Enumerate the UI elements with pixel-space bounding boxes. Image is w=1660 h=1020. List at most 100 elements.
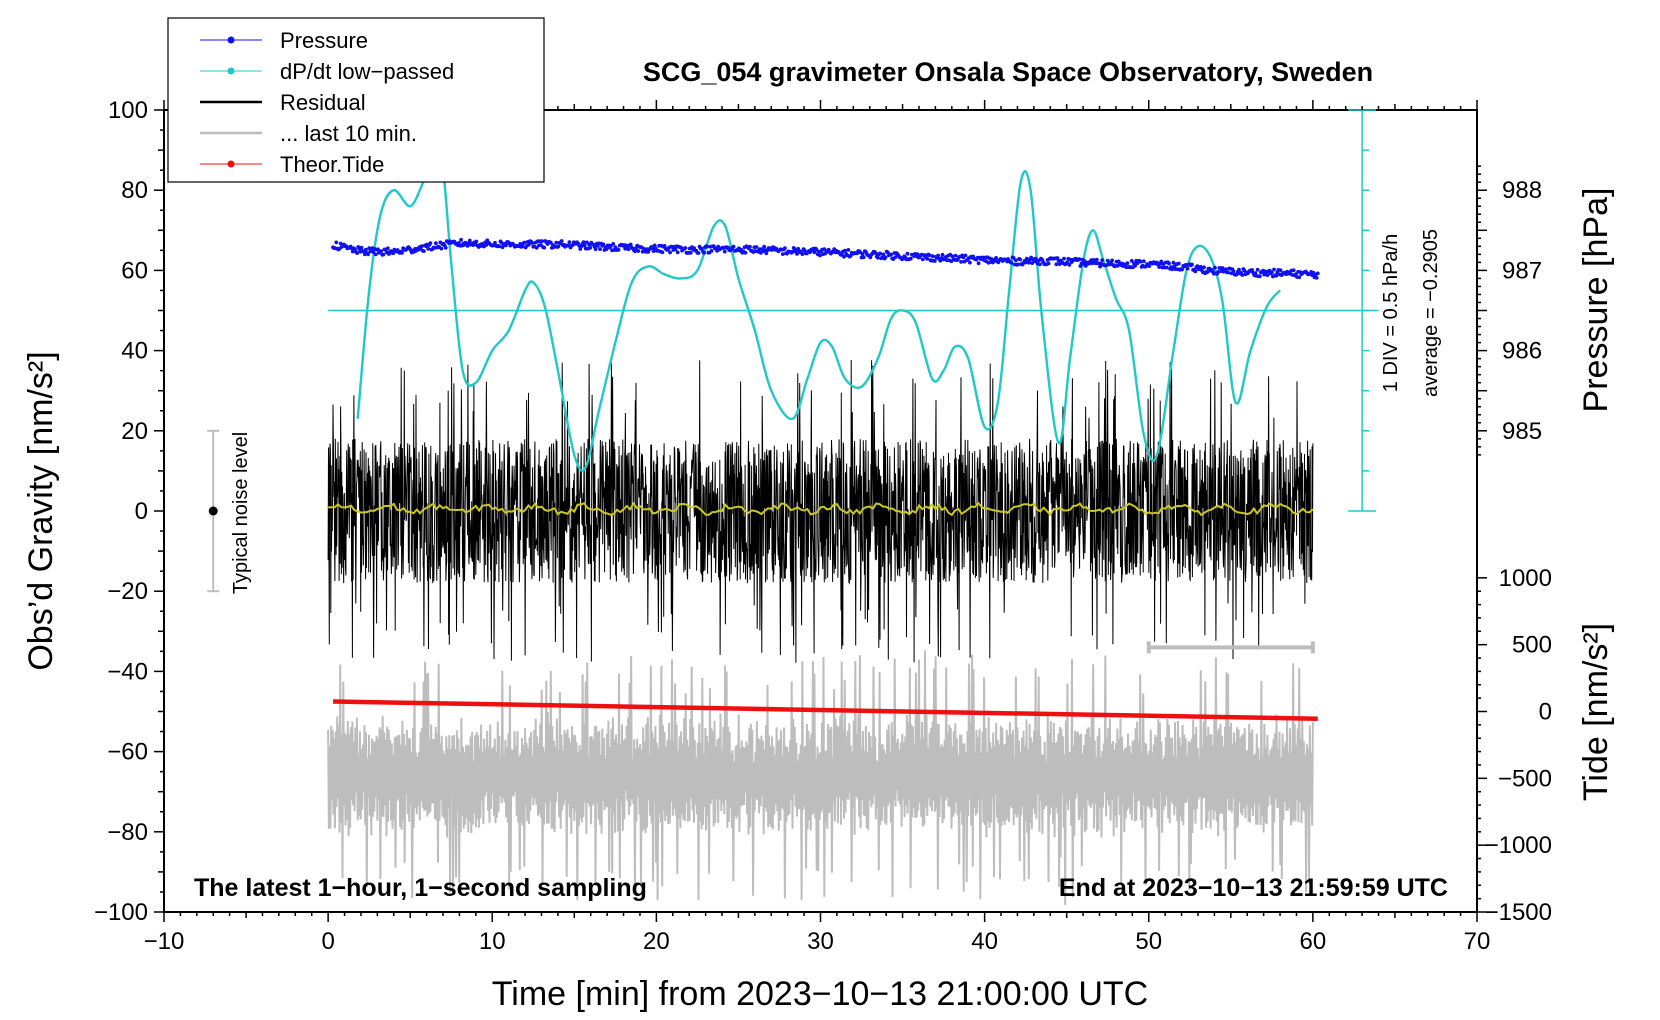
noise-level-bar <box>207 429 220 593</box>
pressure-point <box>1240 273 1245 277</box>
legend-swatch-marker <box>227 160 235 168</box>
pressure-tick-label: 986 <box>1502 338 1542 365</box>
pressure-point <box>1269 270 1274 275</box>
pressure-point <box>443 245 448 250</box>
pressure-point <box>963 253 968 258</box>
pressure-point <box>1133 264 1137 268</box>
pressure-point <box>1231 269 1236 273</box>
pressure-point <box>527 242 531 247</box>
pressure-point <box>1224 267 1228 272</box>
pressure-point <box>1198 264 1203 269</box>
pressure-point <box>581 240 586 245</box>
annotation-end-time: End at 2023−10−13 21:59:59 UTC <box>1059 874 1448 902</box>
pressure-point <box>876 255 880 260</box>
pressure-point <box>604 247 609 252</box>
legend-entry: Residual <box>200 90 366 115</box>
legend-box <box>167 17 545 183</box>
pressure-point <box>1164 265 1169 270</box>
axes-layer: −10 0 10 20 30 40 50 60 70100806040200−20−40−60−… <box>94 97 1552 955</box>
pressure-point <box>1094 257 1099 262</box>
pressure-point <box>1110 258 1114 263</box>
pressure-point <box>800 252 805 256</box>
pressure-point <box>842 254 846 259</box>
pressure-point <box>722 249 727 254</box>
legend-label: dP/dt low−passed <box>280 59 454 84</box>
pressure-point <box>769 248 774 252</box>
legend-entry: ... last 10 min. <box>200 121 417 146</box>
pressure-point <box>860 252 865 256</box>
pressure-point <box>1297 275 1302 280</box>
pressure-point <box>1033 256 1038 261</box>
pressure-point <box>883 255 888 260</box>
pressure-point <box>959 260 963 264</box>
pressure-point <box>754 245 759 249</box>
pressure-point <box>976 261 981 266</box>
pressure-point <box>968 260 972 265</box>
series-dpdt-line <box>356 155 1281 472</box>
pressure-point <box>1013 258 1018 263</box>
y-axis-pressure: 988 987 986 985 <box>1477 165 1542 456</box>
pressure-point <box>522 240 527 245</box>
pressure-point <box>497 244 502 249</box>
legend-label: ... last 10 min. <box>280 121 417 146</box>
series-layer <box>207 155 1379 906</box>
pressure-point <box>1291 268 1296 273</box>
pressure-point <box>530 241 535 245</box>
legend-swatch-marker <box>227 67 235 75</box>
pressure-point <box>932 259 937 263</box>
legend: Pressure dP/dt low−passed Residual ... last… <box>167 17 545 183</box>
pressure-point <box>633 249 637 254</box>
y-tick-label-left: −60 <box>107 739 148 766</box>
x-tick-label: 10 <box>479 928 506 955</box>
pressure-point <box>940 252 945 257</box>
tide-tick-label: −1500 <box>1485 899 1552 926</box>
pressure-point <box>1011 256 1016 260</box>
pressure-point <box>905 251 910 256</box>
pressure-point <box>626 247 631 252</box>
series-last-10-min-line <box>327 650 1314 906</box>
pressure-point <box>588 245 593 250</box>
pressure-point <box>381 252 386 257</box>
y-tick-label-left: 100 <box>108 97 148 124</box>
pressure-point <box>748 244 752 249</box>
pressure-point <box>1077 257 1082 262</box>
y-axis-label-tide: Tide [nm/s²] <box>1577 623 1615 801</box>
x-tick-label: 40 <box>971 928 998 955</box>
pressure-point <box>673 247 678 252</box>
pressure-point <box>567 240 572 245</box>
pressure-point <box>1024 256 1029 261</box>
pressure-point <box>334 240 339 245</box>
pressure-point <box>802 248 807 253</box>
pressure-point <box>400 250 404 255</box>
pressure-point <box>1009 261 1014 265</box>
pressure-point <box>1016 262 1020 267</box>
pressure-point <box>391 251 396 256</box>
legend-swatch-marker <box>227 36 235 44</box>
pressure-point <box>953 253 958 258</box>
pressure-point <box>1185 266 1190 271</box>
pressure-point <box>762 244 767 249</box>
pressure-point <box>994 256 998 260</box>
pressure-point <box>731 244 736 249</box>
pressure-point <box>1216 270 1221 274</box>
pressure-point <box>422 249 426 254</box>
pressure-point <box>861 255 866 260</box>
dpdt-scale-axis <box>1348 109 1377 512</box>
x-tick-label: 60 <box>1300 928 1327 955</box>
pressure-point <box>660 250 665 255</box>
pressure-point <box>1255 267 1260 272</box>
pressure-point <box>434 241 438 246</box>
pressure-point <box>1138 259 1143 264</box>
pressure-point <box>364 247 368 252</box>
pressure-point <box>582 243 587 248</box>
pressure-point <box>881 252 886 257</box>
pressure-point <box>484 243 489 247</box>
pressure-point <box>542 245 547 250</box>
pressure-point <box>373 252 378 257</box>
pressure-point <box>662 244 667 248</box>
x-tick-label: −10 <box>144 928 185 955</box>
y-tick-label-left: −80 <box>107 819 148 846</box>
pressure-point <box>1171 260 1176 265</box>
pressure-point <box>843 248 847 253</box>
